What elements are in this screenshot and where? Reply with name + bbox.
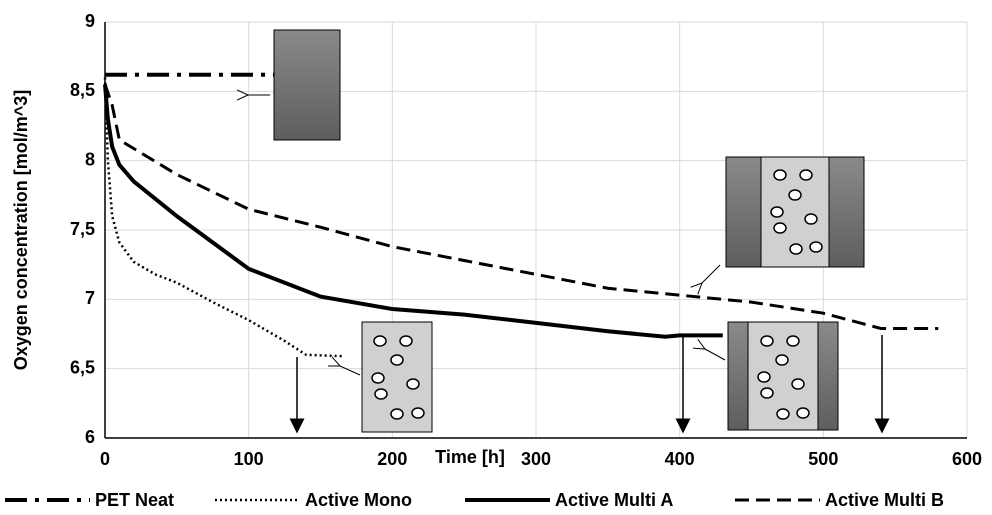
y-tick-label: 6,5 [70, 357, 95, 377]
plot-area: 6 6,5 7 7,5 8 8,5 9 0 100 200 300 400 500 600 [70, 11, 982, 469]
legend-label: Active Mono [305, 490, 412, 510]
x-tick-label: 400 [665, 449, 695, 469]
pet-icon [273, 29, 341, 141]
series-line [103, 84, 723, 339]
multi-a-icon [727, 321, 839, 431]
pointer [702, 264, 721, 283]
x-tick-label: 600 [952, 449, 982, 469]
y-tick-label: 7,5 [70, 219, 95, 239]
x-tick-label: 500 [808, 449, 838, 469]
annotations [248, 29, 890, 434]
series-line [103, 77, 343, 358]
x-tick-label: 300 [521, 449, 551, 469]
legend-label: Active Multi A [555, 490, 673, 510]
legend-label: Active Multi B [825, 490, 944, 510]
y-tick-label: 8 [85, 149, 95, 169]
legend-label: PET Neat [95, 490, 174, 510]
y-tick-label: 8,5 [70, 80, 95, 100]
pointer [705, 349, 726, 361]
x-tick-label: 100 [234, 449, 264, 469]
y-tick-label: 6 [85, 427, 95, 447]
y-tick-label: 9 [85, 11, 95, 31]
x-axis-title: Time [h] [435, 447, 505, 467]
y-tick-label: 7 [85, 288, 95, 308]
multi-b-icon [725, 156, 865, 268]
mono-icon [361, 321, 433, 433]
series-line [103, 83, 939, 330]
pointer [340, 366, 361, 376]
x-tick-label: 0 [100, 449, 110, 469]
y-axis-title: Oxygen concentration [mol/m^3] [11, 90, 31, 371]
x-tick-label: 200 [377, 449, 407, 469]
